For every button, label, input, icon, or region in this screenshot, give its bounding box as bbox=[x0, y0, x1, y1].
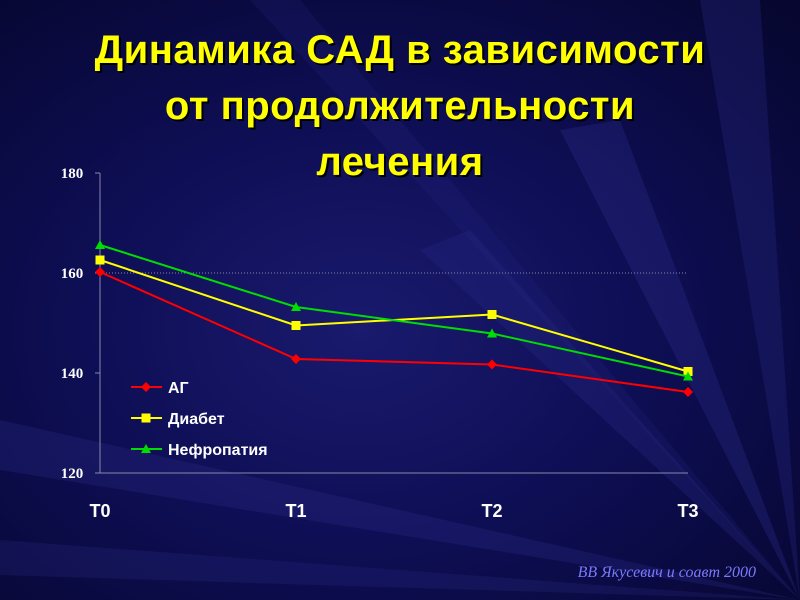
source-credit: ВВ Якусевич и соавт 2000 bbox=[577, 564, 756, 581]
y-tick-label: 160 bbox=[61, 266, 84, 282]
title-line-2: от продолжительности bbox=[164, 84, 636, 128]
title-line-1: Динамика САД в зависимости bbox=[94, 28, 706, 72]
y-tick-label: 140 bbox=[61, 366, 84, 382]
x-tick-label: T3 bbox=[677, 501, 698, 521]
x-tick-label: T0 bbox=[89, 501, 110, 521]
series-line-1 bbox=[99, 271, 689, 393]
y-tick-label: 120 bbox=[61, 466, 84, 482]
data-point bbox=[487, 310, 497, 319]
data-point bbox=[291, 321, 301, 330]
title-line-3: лечения bbox=[316, 140, 484, 184]
slide-title: Динамика САД в зависимости от продолжите… bbox=[0, 22, 800, 190]
data-point bbox=[683, 371, 693, 381]
legend-marker bbox=[141, 382, 151, 392]
x-tick-label: T1 bbox=[285, 501, 306, 521]
data-point bbox=[95, 240, 105, 249]
series-line-3 bbox=[99, 244, 689, 378]
data-point bbox=[95, 267, 105, 277]
data-point bbox=[487, 328, 497, 338]
y-tick-label: 180 bbox=[61, 166, 84, 182]
legend-marker bbox=[141, 444, 151, 453]
x-tick-label: T2 bbox=[481, 501, 502, 521]
legend-label: Диабет bbox=[168, 411, 225, 428]
legend-marker bbox=[141, 413, 151, 423]
data-point bbox=[291, 354, 301, 364]
series-line-2 bbox=[99, 259, 689, 373]
legend-label: АГ bbox=[168, 380, 189, 397]
legend-label: Нефропатия bbox=[168, 442, 268, 459]
data-point bbox=[683, 387, 693, 397]
data-point bbox=[487, 359, 497, 370]
data-point bbox=[291, 302, 301, 311]
data-point bbox=[95, 255, 105, 265]
